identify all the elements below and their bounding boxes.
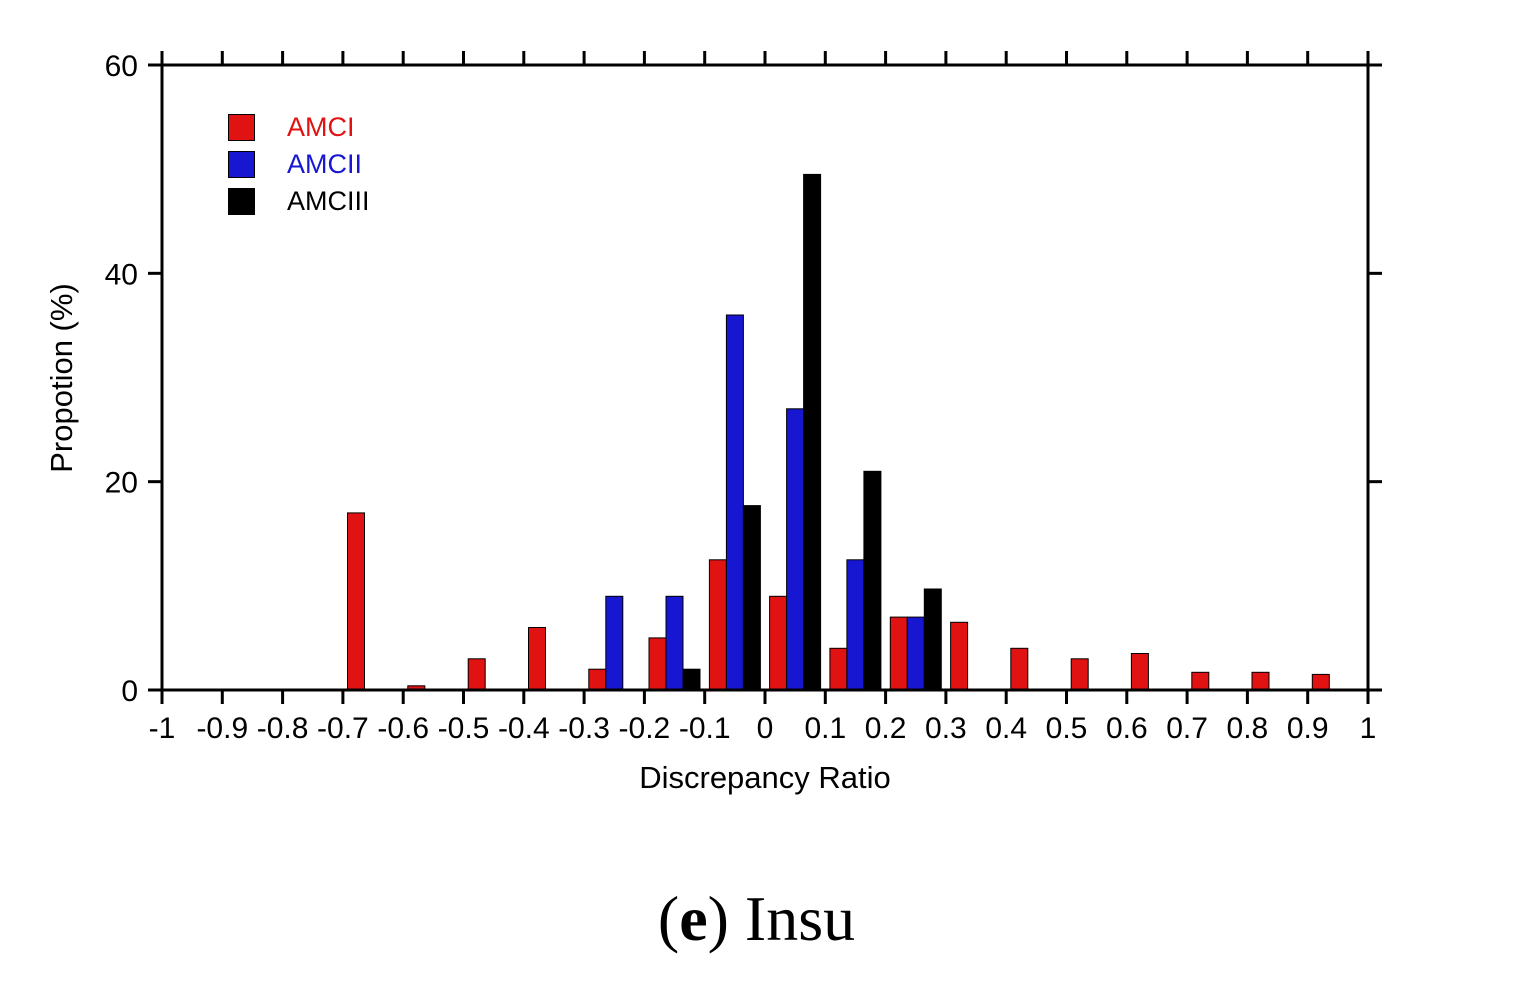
bar-AMCI (467, 658, 486, 691)
x-tick-label: 0.2 (865, 712, 907, 745)
x-tick-label: -0.4 (498, 712, 550, 745)
bar-AMCI (1130, 653, 1149, 691)
bar-AMCI (769, 595, 788, 691)
x-tick-label: 0.4 (985, 712, 1027, 745)
legend-swatch-AMCI (228, 114, 255, 141)
legend-item-AMCIII: AMCIII (228, 188, 370, 215)
bar-AMCI (950, 621, 969, 691)
legend-label-AMCII: AMCII (287, 149, 363, 179)
y-tick-label: 0 (121, 675, 138, 708)
x-tick-label: -0.7 (317, 712, 369, 745)
x-tick-label: -0.6 (377, 712, 429, 745)
bar-AMCI (347, 512, 365, 691)
legend-label-AMCI: AMCI (287, 112, 355, 142)
bar-AMCIII (682, 668, 701, 691)
legend-swatch-AMCII (228, 151, 255, 178)
bar-AMCII (665, 595, 684, 691)
x-tick-label: 1 (1360, 712, 1377, 745)
bar-AMCII (605, 595, 624, 691)
y-tick-label: 20 (105, 467, 138, 500)
x-tick-label: -0.3 (558, 712, 610, 745)
y-axis-label: Propotion (%) (44, 283, 79, 473)
x-tick-label: 0 (757, 712, 774, 745)
x-tick-label: 0.5 (1046, 712, 1088, 745)
bar-AMCII (906, 616, 925, 691)
x-tick-label: -0.5 (438, 712, 490, 745)
bar-AMCII (725, 314, 744, 691)
bar-AMCII (846, 559, 865, 691)
bar-AMCI (648, 637, 667, 691)
y-tick-label: 60 (105, 50, 138, 83)
x-tick-label: 0.3 (925, 712, 967, 745)
caption-panel-letter: e (679, 883, 708, 954)
bar-AMCIII (923, 588, 942, 691)
x-tick-label: -0.9 (196, 712, 248, 745)
legend: AMCI AMCII AMCIII (228, 114, 370, 215)
bar-AMCI (1251, 671, 1270, 691)
bar-AMCI (528, 627, 546, 691)
bar-AMCII (786, 408, 805, 691)
x-tick-label: -0.2 (619, 712, 671, 745)
x-tick-label: -1 (149, 712, 176, 745)
bar-AMCI (829, 647, 848, 691)
bar-AMCIII (803, 173, 822, 691)
x-tick-label: 0.9 (1287, 712, 1329, 745)
x-tick-label: 0.8 (1227, 712, 1269, 745)
caption-suffix: ) Insu (707, 883, 856, 954)
x-tick-label: 0.7 (1166, 712, 1208, 745)
x-axis-label: Discrepancy Ratio (639, 760, 891, 795)
bar-AMCI (1191, 671, 1210, 691)
bar-AMCIII (863, 470, 882, 691)
x-tick-label: -0.8 (257, 712, 309, 745)
bar-AMCIII (742, 505, 761, 691)
legend-item-AMCII: AMCII (228, 151, 370, 178)
bar-AMCI (889, 616, 908, 691)
x-tick-label: 0.1 (804, 712, 846, 745)
x-tick-label: -0.1 (679, 712, 731, 745)
legend-label-AMCIII: AMCIII (287, 186, 370, 216)
y-tick-label: 40 (105, 258, 138, 291)
figure-caption: (e) Insu (0, 882, 1513, 956)
bar-AMCI (708, 559, 727, 691)
legend-swatch-AMCIII (228, 188, 255, 215)
x-tick-label: 0.6 (1106, 712, 1148, 745)
bar-AMCI (1311, 673, 1330, 691)
bar-AMCI (1070, 658, 1089, 691)
caption-prefix: ( (657, 883, 680, 954)
legend-item-AMCI: AMCI (228, 114, 370, 141)
bar-AMCI (1010, 647, 1029, 691)
bar-AMCI (588, 668, 607, 691)
